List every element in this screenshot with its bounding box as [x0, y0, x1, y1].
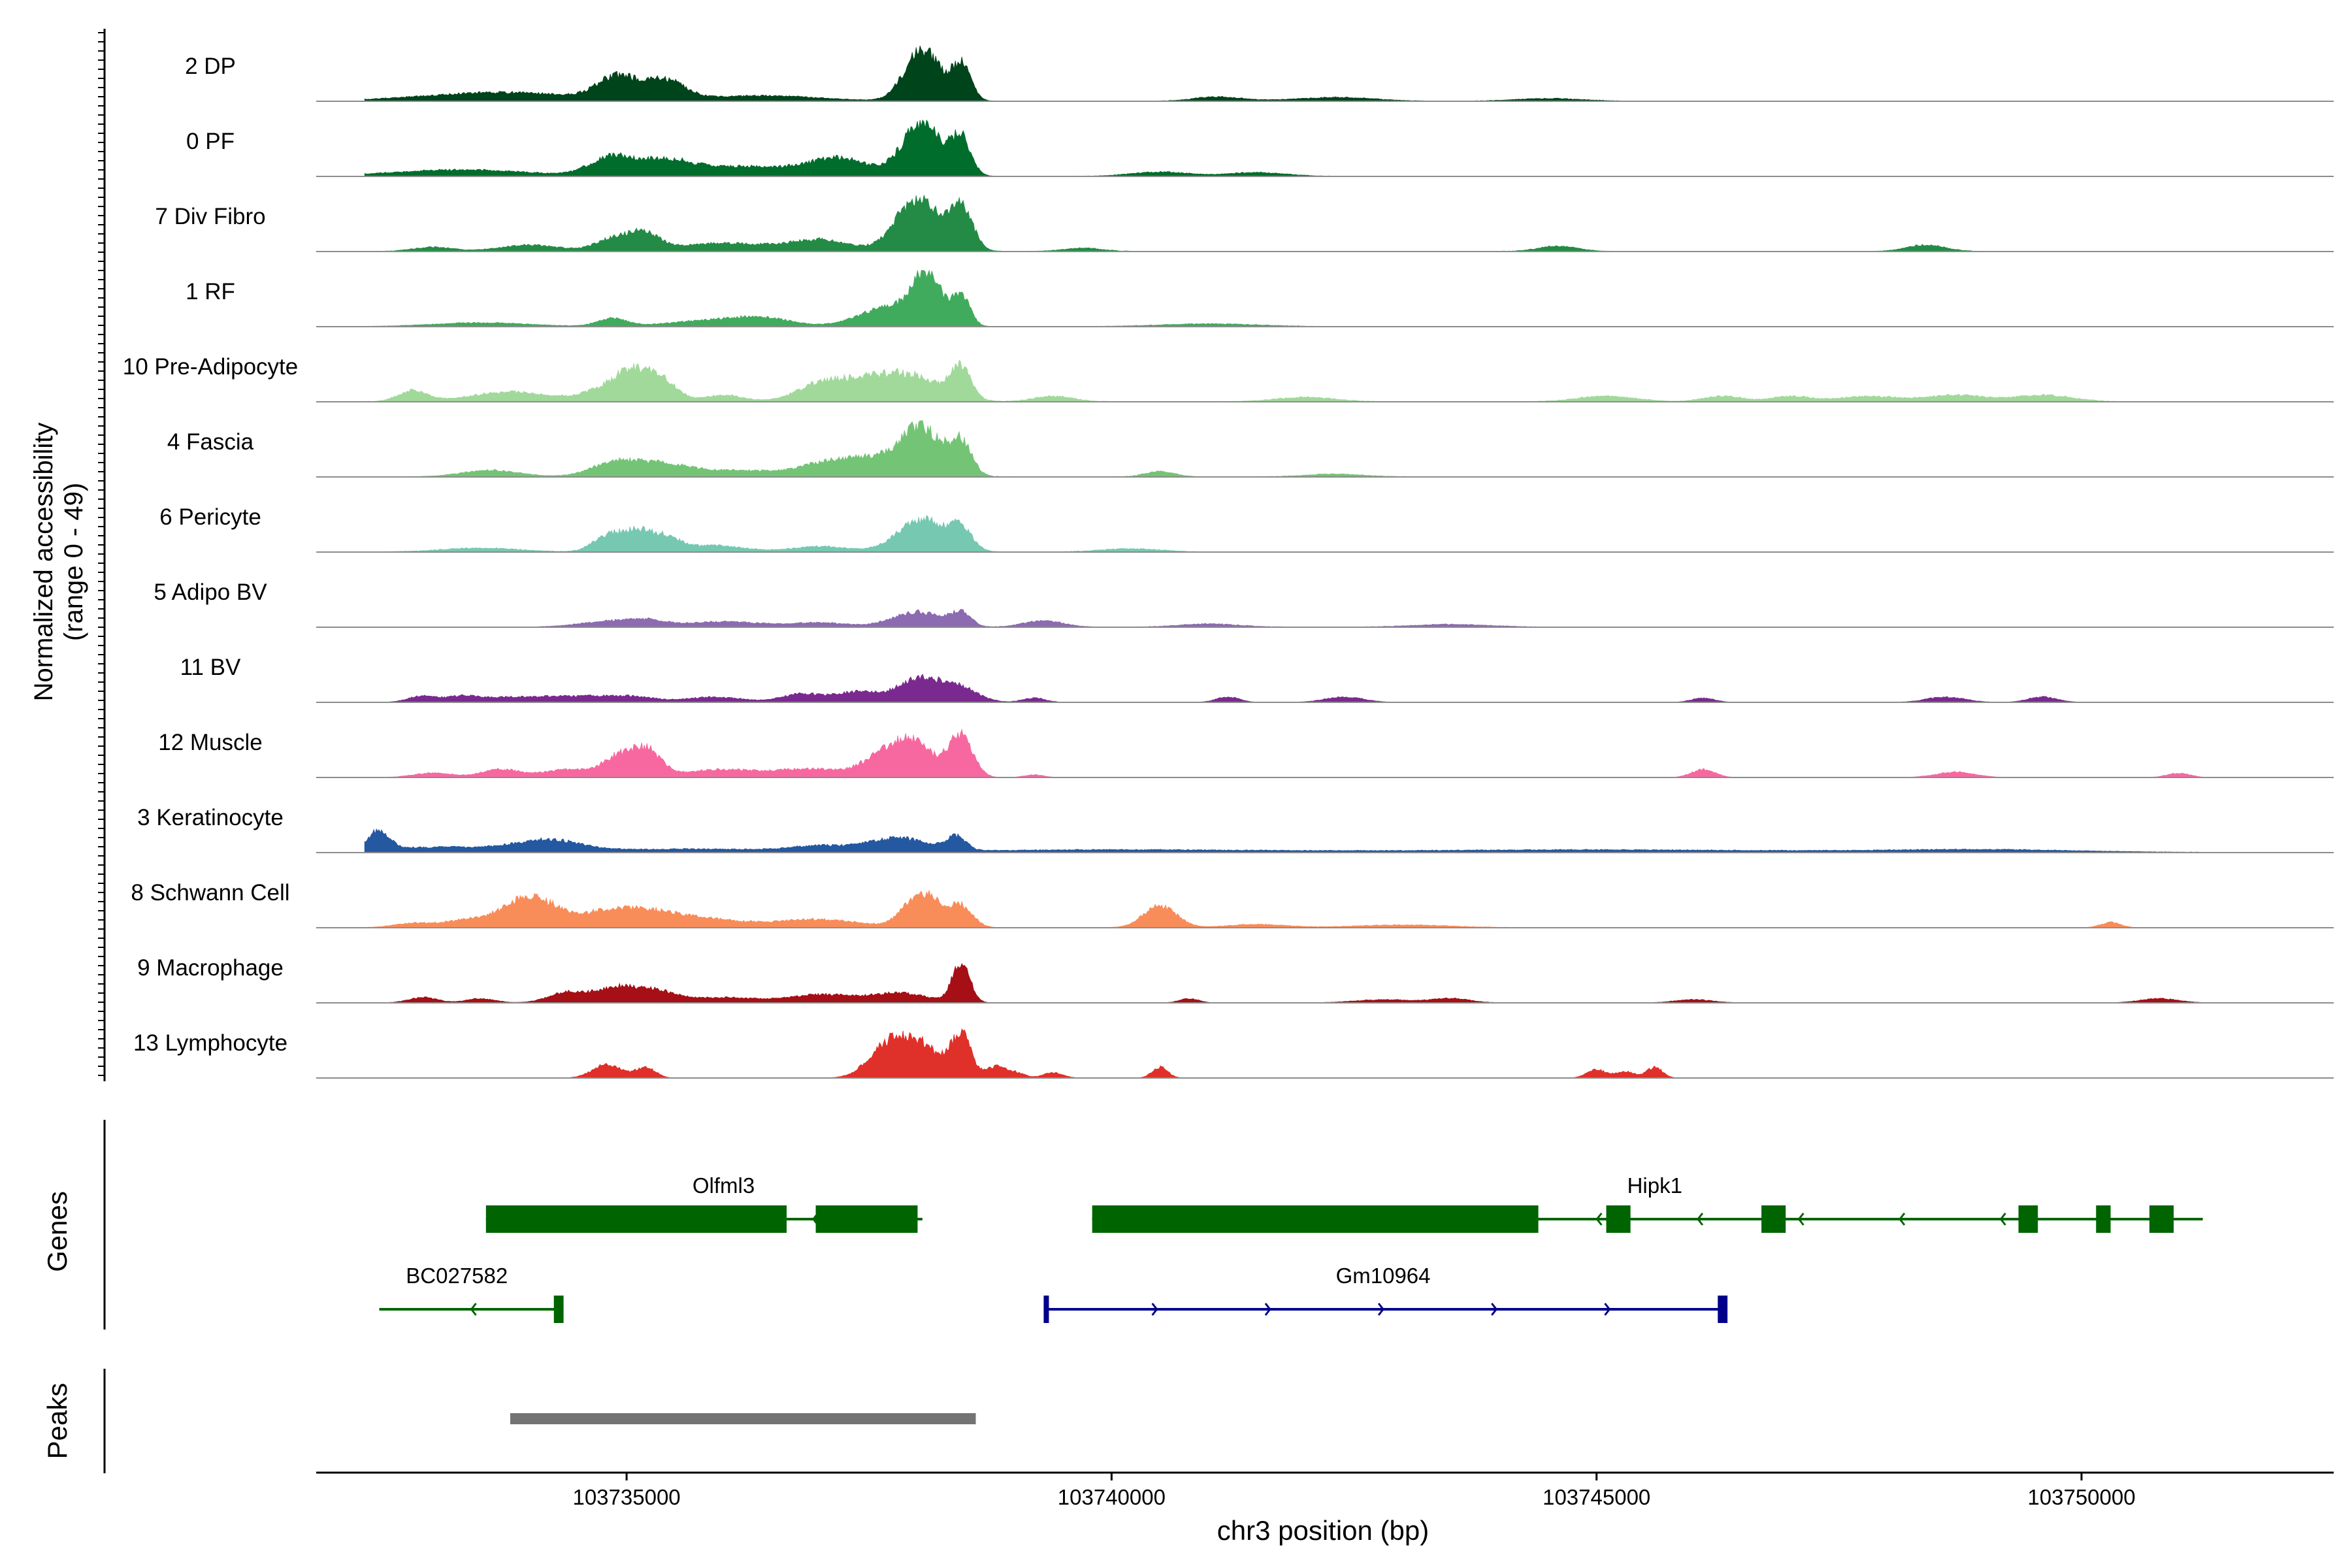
track-label: 12 Muscle: [158, 730, 263, 755]
y-axis-title-line2: (range 0 - 49): [59, 483, 88, 641]
x-tick-label: 103750000: [2027, 1485, 2135, 1509]
track-label: 4 Fascia: [167, 429, 254, 455]
track-0-pf: 0 PF: [186, 119, 2334, 177]
peak-region: [510, 1413, 976, 1424]
track-2-dp: 2 DP: [185, 45, 2334, 102]
strand-chevron: [1697, 1213, 1704, 1226]
x-tick-label: 103745000: [1543, 1485, 1650, 1509]
strand-chevron: [1491, 1303, 1498, 1316]
peaks-panel: [103, 1369, 976, 1473]
exon: [485, 1205, 787, 1233]
strand-chevron: [1899, 1213, 1906, 1226]
track-label: 2 DP: [185, 54, 236, 79]
gene-hipk1: Hipk1: [1092, 1173, 2203, 1233]
strand-chevron: [1151, 1303, 1158, 1316]
coverage-area: [364, 269, 2203, 327]
track-label: 0 PF: [186, 129, 235, 154]
track-12-muscle: 12 Muscle: [158, 728, 2334, 778]
strand-chevron: [470, 1303, 477, 1316]
tracks-layer: 2 DP 0 PF 7 Div Fibro 1 RF 10 Pre-Adipocyte 4…: [123, 45, 2334, 1079]
strand-chevron: [1264, 1303, 1271, 1316]
coverage-area: [364, 609, 2203, 628]
exon: [1606, 1205, 1631, 1233]
exon: [2149, 1205, 2174, 1233]
track-6-pericyte: 6 Pericyte: [159, 504, 2334, 553]
exon: [553, 1296, 564, 1323]
genes-panel-label: Genes: [42, 1191, 73, 1272]
strand-chevron: [1595, 1213, 1603, 1226]
track-label: 11 BV: [180, 655, 241, 680]
track-label: 3 Keratinocyte: [137, 805, 284, 830]
coverage-area: [364, 420, 2203, 478]
exon: [1761, 1205, 1786, 1233]
coverage-area: [364, 119, 2203, 177]
coverage-area: [364, 828, 2203, 853]
coverage-area: [364, 45, 2203, 102]
x-tick-label: 103735000: [572, 1485, 680, 1509]
track-10-pre-adipocyte: 10 Pre-Adipocyte: [123, 354, 2334, 402]
exon: [2018, 1205, 2038, 1233]
track-1-rf: 1 RF: [186, 269, 2334, 327]
track-8-schwann-cell: 8 Schwann Cell: [131, 880, 2334, 928]
coverage-area: [364, 515, 2203, 553]
coverage-area: [364, 890, 2203, 928]
strand-chevron: [1797, 1213, 1805, 1226]
track-label: 7 Div Fibro: [155, 204, 265, 229]
strand-chevron: [1604, 1303, 1611, 1316]
coverage-area: [365, 962, 2203, 1004]
track-5-adipo-bv: 5 Adipo BV: [154, 580, 2334, 628]
exon: [1043, 1296, 1049, 1323]
y-axis-title: Normalized accessibility: [29, 423, 58, 702]
track-4-fascia: 4 Fascia: [167, 420, 2334, 478]
gene-gm10964: Gm10964: [1043, 1264, 1728, 1323]
exon: [1718, 1296, 1728, 1323]
track-label: 9 Macrophage: [137, 955, 284, 981]
peaks-panel-label: Peaks: [42, 1383, 73, 1460]
genes-panel: Olfml3 Hipk1 BC027582 Gm10964: [103, 1120, 2203, 1330]
track-label: 13 Lymphocyte: [133, 1030, 287, 1056]
y-axis-title-line1: Normalized accessibility: [29, 423, 58, 702]
strand-chevron: [1377, 1303, 1384, 1316]
strand-chevron: [1999, 1213, 2006, 1226]
coverage-area: [365, 674, 2203, 703]
coverage-area: [364, 359, 2203, 402]
track-label: 1 RF: [186, 279, 235, 304]
gene-label: Gm10964: [1336, 1264, 1431, 1288]
x-axis-title: chr3 position (bp): [1217, 1515, 1429, 1546]
gene-label: Olfml3: [693, 1173, 755, 1198]
gene-bc027582: BC027582: [379, 1264, 564, 1323]
gene-label: BC027582: [406, 1264, 508, 1288]
y-axis: [98, 29, 106, 1081]
track-3-keratinocyte: 3 Keratinocyte: [137, 805, 2334, 853]
track-label: 10 Pre-Adipocyte: [123, 354, 298, 380]
exon: [815, 1205, 918, 1233]
track-13-lymphocyte: 13 Lymphocyte: [133, 1028, 2334, 1079]
exon: [2096, 1205, 2111, 1233]
coverage-area: [365, 728, 2204, 778]
track-9-macrophage: 9 Macrophage: [137, 955, 2334, 1004]
track-7-div-fibro: 7 Div Fibro: [155, 194, 2334, 252]
gene-olfml3: Olfml3: [485, 1173, 923, 1233]
gene-label: Hipk1: [1627, 1173, 1682, 1198]
track-label: 5 Adipo BV: [154, 580, 267, 605]
coverage-area: [365, 1028, 2203, 1079]
y-axis-title-2: (range 0 - 49): [59, 483, 88, 641]
track-11-bv: 11 BV: [180, 655, 2334, 703]
coverage-area: [364, 194, 2203, 252]
track-label: 8 Schwann Cell: [131, 880, 289, 906]
x-axis: 103735000 103740000 103745000 103750000: [316, 1471, 2334, 1509]
exon: [1092, 1205, 1539, 1233]
track-label: 6 Pericyte: [159, 504, 261, 530]
x-tick-label: 103740000: [1058, 1485, 1166, 1509]
